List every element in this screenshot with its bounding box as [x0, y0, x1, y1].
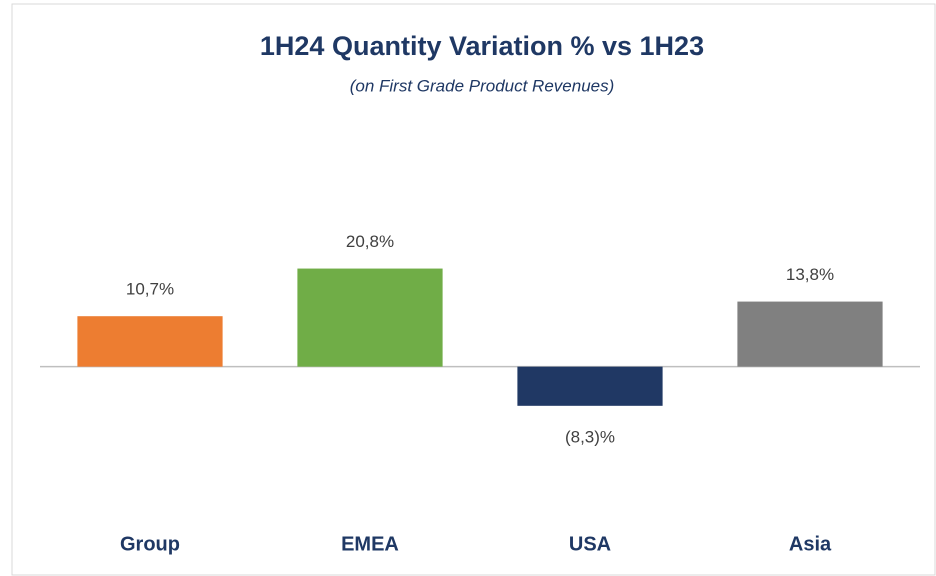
bar: [737, 301, 883, 367]
bar: [77, 316, 223, 367]
data-label: 20,8%: [346, 232, 394, 251]
x-tick-label: Asia: [789, 533, 832, 555]
x-tick-label: USA: [569, 533, 611, 555]
x-tick-label: EMEA: [341, 533, 399, 555]
chart-title: 1H24 Quantity Variation % vs 1H23: [260, 31, 704, 61]
data-label: 10,7%: [126, 280, 174, 299]
data-label: 13,8%: [786, 265, 834, 284]
chart-subtitle: (on First Grade Product Revenues): [350, 76, 615, 95]
bar: [517, 366, 663, 406]
data-label: (8,3)%: [565, 427, 615, 446]
chart-frame: [11, 3, 936, 576]
x-tick-label: Group: [120, 533, 180, 555]
bar: [297, 268, 443, 367]
